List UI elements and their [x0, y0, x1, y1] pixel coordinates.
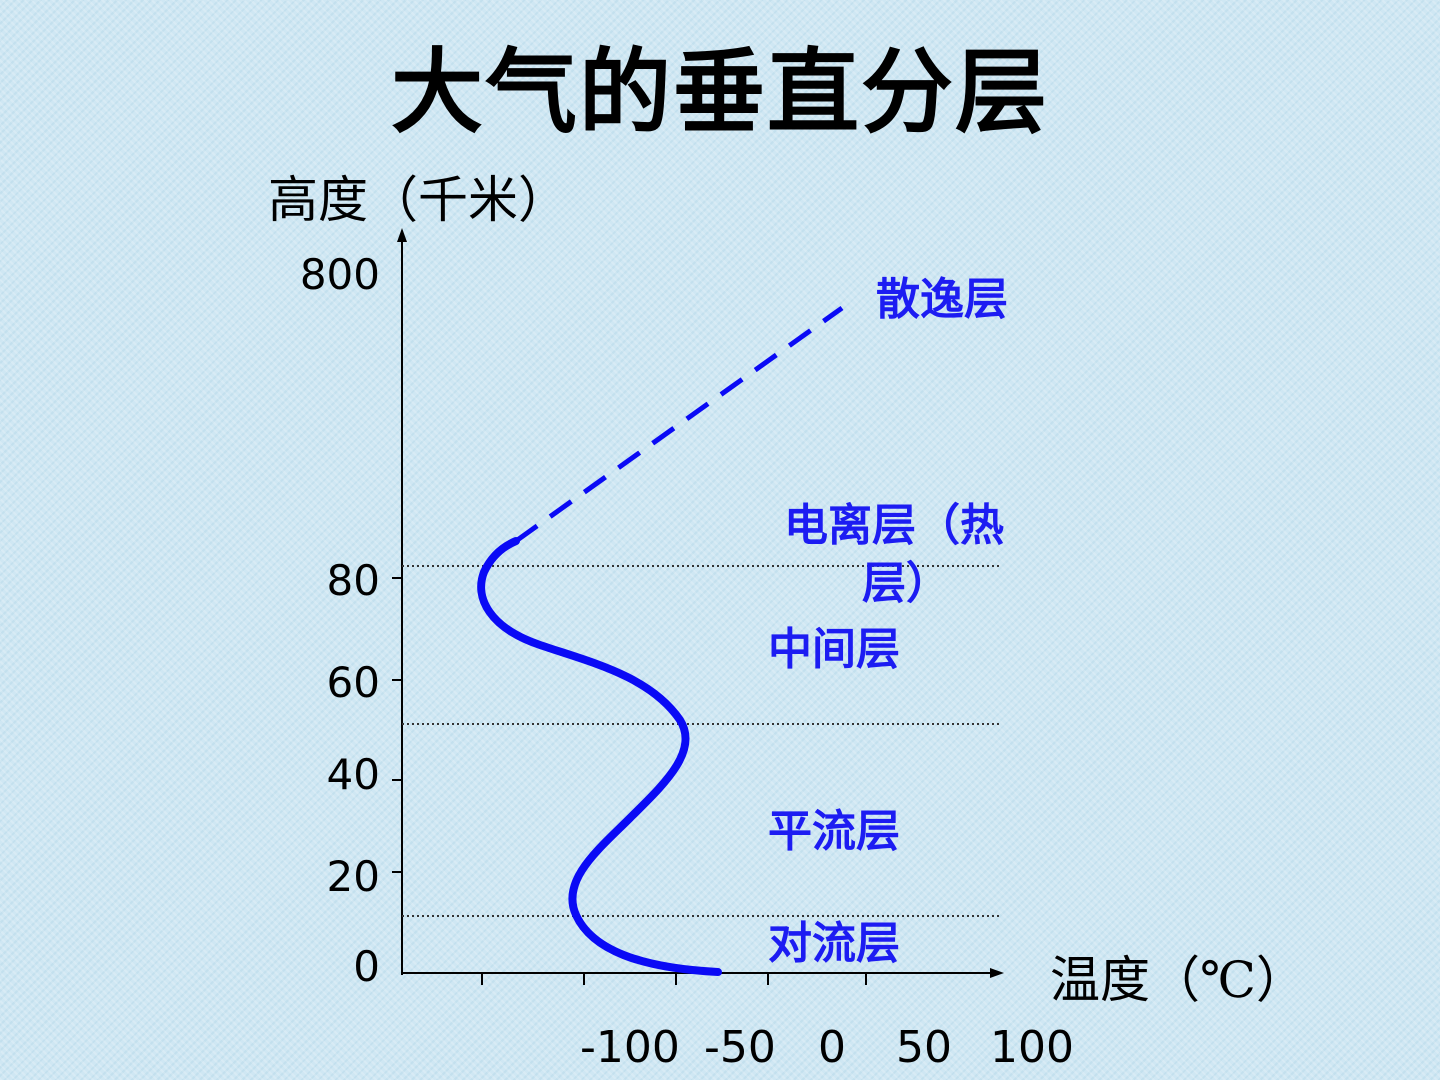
exosphere-dashed-curve: [514, 305, 844, 544]
label-stratosphere: 平流层: [768, 806, 900, 857]
x-tick-label-0: 0: [818, 1022, 846, 1073]
y-tick-label-40: 40: [326, 750, 380, 799]
y-axis-arrow: [397, 228, 407, 242]
x-tick-label-50: 50: [896, 1022, 952, 1073]
x-axis-arrow: [990, 968, 1004, 978]
temperature-curve: [477, 537, 722, 976]
y-tick-label-60: 60: [326, 658, 380, 707]
x-tick-label-minus100: -100: [580, 1022, 680, 1073]
y-tick-label-20: 20: [326, 852, 380, 901]
y-tick-label-0: 0: [353, 942, 380, 991]
y-axis-title: 高度（千米）: [268, 171, 568, 229]
label-thermosphere-line1: 电离层（热: [784, 500, 1004, 551]
y-tick-label-80: 80: [326, 556, 380, 605]
x-tick-label-minus50: -50: [704, 1022, 776, 1073]
x-tick-label-100: 100: [990, 1022, 1074, 1073]
label-exosphere: 散逸层: [876, 274, 1008, 325]
page-title: 大气的垂直分层: [390, 39, 1049, 146]
label-troposphere: 对流层: [768, 918, 900, 969]
x-axis-title: 温度（℃）: [1050, 951, 1306, 1009]
label-mesosphere: 中间层: [768, 624, 900, 675]
label-thermosphere-line2: 层）: [862, 558, 950, 609]
y-tick-label-800: 800: [299, 250, 380, 299]
